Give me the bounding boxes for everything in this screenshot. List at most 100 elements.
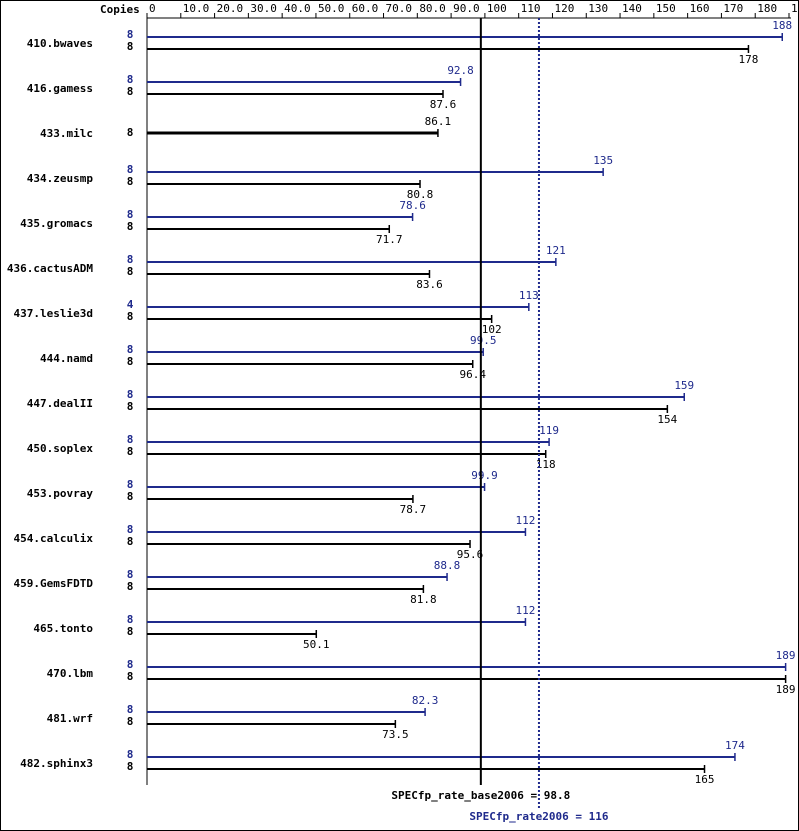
x-tick-label: 170 xyxy=(723,2,743,15)
value-label: 112 xyxy=(516,604,536,617)
x-tick-label: 90.0 xyxy=(453,2,480,15)
value-label: 119 xyxy=(539,424,559,437)
benchmark-label: 410.bwaves xyxy=(27,37,93,50)
x-tick-label: 40.0 xyxy=(284,2,311,15)
value-label: 121 xyxy=(546,244,566,257)
benchmark-label: 433.milc xyxy=(40,127,93,140)
copies-label: 8 xyxy=(127,28,134,41)
value-label: 86.1 xyxy=(425,115,452,128)
x-tick-label: 20.0 xyxy=(217,2,244,15)
reference-label: SPECfp_rate2006 = 116 xyxy=(469,810,608,823)
value-label: 50.1 xyxy=(303,638,330,651)
benchmark-label: 436.cactusADM xyxy=(7,262,93,275)
x-tick-label: 130 xyxy=(588,2,608,15)
value-label: 165 xyxy=(695,773,715,786)
x-tick-label: 100 xyxy=(487,2,507,15)
x-tick-label: 190 xyxy=(791,2,799,15)
value-label: 95.6 xyxy=(457,548,484,561)
value-label: 71.7 xyxy=(376,233,403,246)
value-label: 80.8 xyxy=(407,188,434,201)
copies-label: 8 xyxy=(127,265,134,278)
reference-label: SPECfp_rate_base2006 = 98.8 xyxy=(391,789,570,802)
value-label: 189 xyxy=(776,649,796,662)
value-label: 174 xyxy=(725,739,745,752)
copies-label: 8 xyxy=(127,343,134,356)
x-tick-label: 150 xyxy=(656,2,676,15)
value-label: 83.6 xyxy=(416,278,443,291)
benchmark-label: 447.dealII xyxy=(27,397,93,410)
value-label: 78.7 xyxy=(400,503,427,516)
x-tick-label: 80.0 xyxy=(419,2,446,15)
value-label: 113 xyxy=(519,289,539,302)
value-label: 189 xyxy=(776,683,796,696)
benchmark-label: 482.sphinx3 xyxy=(20,757,93,770)
x-tick-label: 110 xyxy=(521,2,541,15)
copies-label: 8 xyxy=(127,760,134,773)
copies-label: 8 xyxy=(127,703,134,716)
value-label: 82.3 xyxy=(412,694,439,707)
copies-label: 8 xyxy=(127,208,134,221)
copies-label: 8 xyxy=(127,310,134,323)
value-label: 188 xyxy=(772,19,792,32)
x-tick-label: 0 xyxy=(149,2,156,15)
x-tick-label: 160 xyxy=(690,2,710,15)
value-label: 99.9 xyxy=(471,469,498,482)
copies-label: 8 xyxy=(127,478,134,491)
benchmark-label: 470.lbm xyxy=(47,667,94,680)
benchmark-label: 481.wrf xyxy=(47,712,93,725)
value-label: 159 xyxy=(674,379,694,392)
copies-label: 8 xyxy=(127,388,134,401)
value-label: 135 xyxy=(593,154,613,167)
axis-label: Copies xyxy=(100,3,140,16)
benchmark-label: 437.leslie3d xyxy=(14,307,93,320)
x-tick-label: 140 xyxy=(622,2,642,15)
copies-label: 8 xyxy=(127,748,134,761)
x-tick-label: 60.0 xyxy=(352,2,379,15)
x-tick-label: 50.0 xyxy=(318,2,345,15)
x-tick-label: 180 xyxy=(757,2,777,15)
value-label: 178 xyxy=(739,53,759,66)
copies-label: 8 xyxy=(127,625,134,638)
benchmark-label: 434.zeusmp xyxy=(27,172,94,185)
value-label: 118 xyxy=(536,458,556,471)
x-tick-label: 120 xyxy=(554,2,574,15)
benchmark-label: 453.povray xyxy=(27,487,94,500)
copies-label: 8 xyxy=(127,535,134,548)
benchmark-label: 465.tonto xyxy=(33,622,93,635)
x-tick-label: 10.0 xyxy=(183,2,210,15)
copies-label: 8 xyxy=(127,253,134,266)
copies-label: 8 xyxy=(127,580,134,593)
benchmark-label: 444.namd xyxy=(40,352,93,365)
copies-label: 8 xyxy=(127,126,134,139)
copies-label: 8 xyxy=(127,400,134,413)
value-label: 81.8 xyxy=(410,593,437,606)
value-label: 78.6 xyxy=(399,199,426,212)
copies-label: 8 xyxy=(127,715,134,728)
value-label: 92.8 xyxy=(447,64,474,77)
copies-label: 8 xyxy=(127,670,134,683)
copies-label: 8 xyxy=(127,73,134,86)
copies-label: 8 xyxy=(127,40,134,53)
value-label: 88.8 xyxy=(434,559,461,572)
copies-label: 8 xyxy=(127,490,134,503)
benchmark-label: 459.GemsFDTD xyxy=(14,577,94,590)
x-tick-label: 70.0 xyxy=(386,2,413,15)
value-label: 102 xyxy=(482,323,502,336)
x-tick-label: 30.0 xyxy=(250,2,276,15)
copies-label: 8 xyxy=(127,220,134,233)
value-label: 112 xyxy=(516,514,536,527)
copies-label: 8 xyxy=(127,658,134,671)
copies-label: 8 xyxy=(127,355,134,368)
copies-label: 8 xyxy=(127,85,134,98)
copies-label: 8 xyxy=(127,523,134,536)
copies-label: 8 xyxy=(127,433,134,446)
value-label: 154 xyxy=(657,413,677,426)
copies-label: 8 xyxy=(127,445,134,458)
copies-label: 4 xyxy=(127,298,134,311)
value-label: 87.6 xyxy=(430,98,457,111)
copies-label: 8 xyxy=(127,175,134,188)
copies-label: 8 xyxy=(127,568,134,581)
